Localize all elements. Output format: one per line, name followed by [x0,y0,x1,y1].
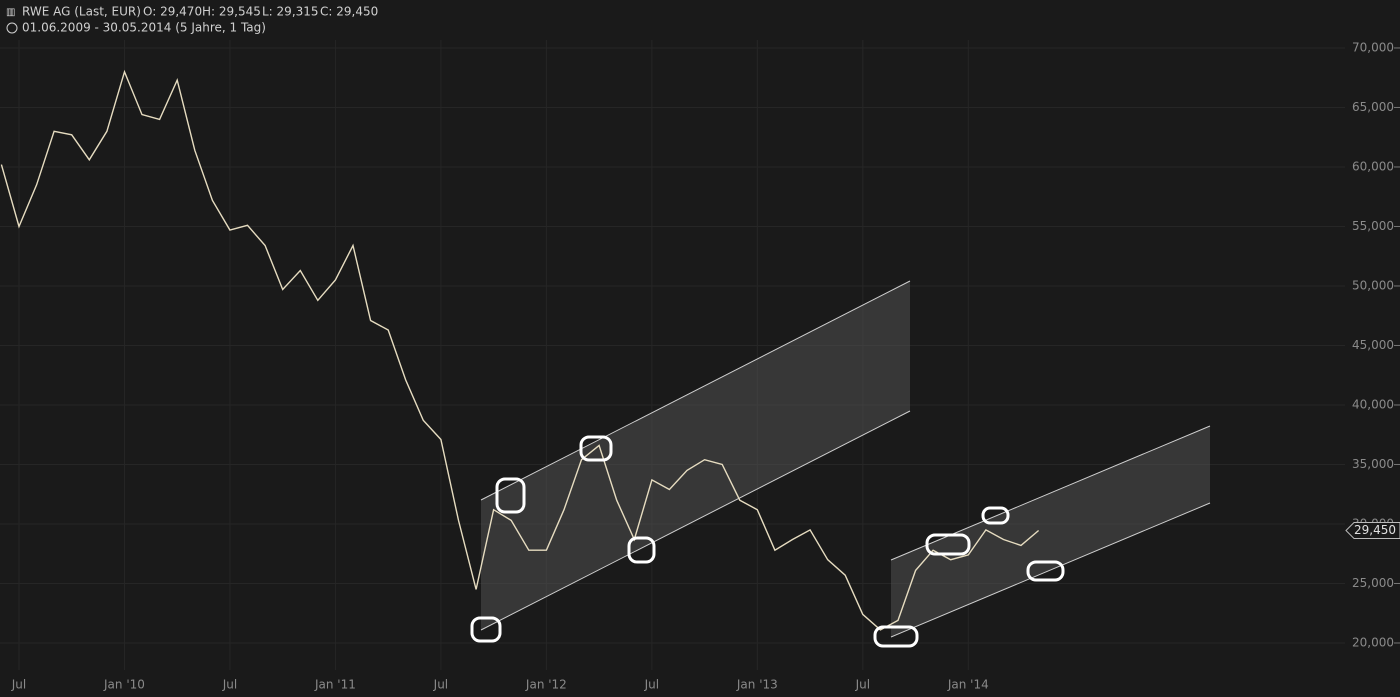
channel-line [480,280,911,501]
x-tick-label: Jul [644,678,659,692]
y-tick-label: 25,000 [1352,576,1394,590]
low: L: 29,315 [262,5,319,19]
marker [981,506,1010,525]
marker [1026,560,1065,582]
marker [925,533,971,556]
y-tick-label: 20,000 [1352,635,1394,649]
open: O: 29,470 [143,5,202,19]
trend-channel [481,281,910,630]
highlight-markers [470,435,1065,648]
marker [579,435,613,462]
y-tick-label: 35,000 [1352,457,1394,471]
x-tick-label: Jul [222,678,237,692]
last-price-label: 29,450 [1354,523,1396,537]
channel-line [480,410,911,631]
instrument-title: RWE AG (Last, EUR) [22,5,141,19]
y-tick-label: 65,000 [1352,100,1394,114]
y-tick-label: 55,000 [1352,219,1394,233]
date-range: 01.06.2009 - 30.05.2014 (5 Jahre, 1 Tag) [22,21,266,35]
close: C: 29,450 [320,5,378,19]
x-tick-label: Jul [855,678,870,692]
grid [0,40,1345,670]
channel-line [890,425,1211,561]
y-tick-label: 60,000 [1352,159,1394,173]
clock-icon [6,22,18,34]
marker [627,536,656,564]
trend-channel [891,426,1210,637]
x-tick-label: Jan '12 [525,678,567,692]
x-tick-label: Jul [11,678,26,692]
x-tick-label: Jul [433,678,448,692]
y-tick-label: 50,000 [1352,278,1394,292]
last-price-box [1345,522,1400,540]
x-tick-label: Jan '13 [736,678,778,692]
marker [873,625,919,648]
marker [470,616,502,643]
y-tick-label: 40,000 [1352,397,1394,411]
x-tick-label: Jan '11 [314,678,356,692]
y-tick-label: 45,000 [1352,338,1394,352]
header-bg [0,0,380,38]
x-tick-label: Jan '14 [947,678,989,692]
y-tick-label: 70,000 [1352,40,1394,54]
price-line [0,69,1040,631]
marker [495,477,526,514]
channel-line [890,502,1211,638]
high: H: 29,545 [202,5,261,19]
x-tick-label: Jan '10 [103,678,145,692]
chart-icon: ▥ [6,7,15,18]
